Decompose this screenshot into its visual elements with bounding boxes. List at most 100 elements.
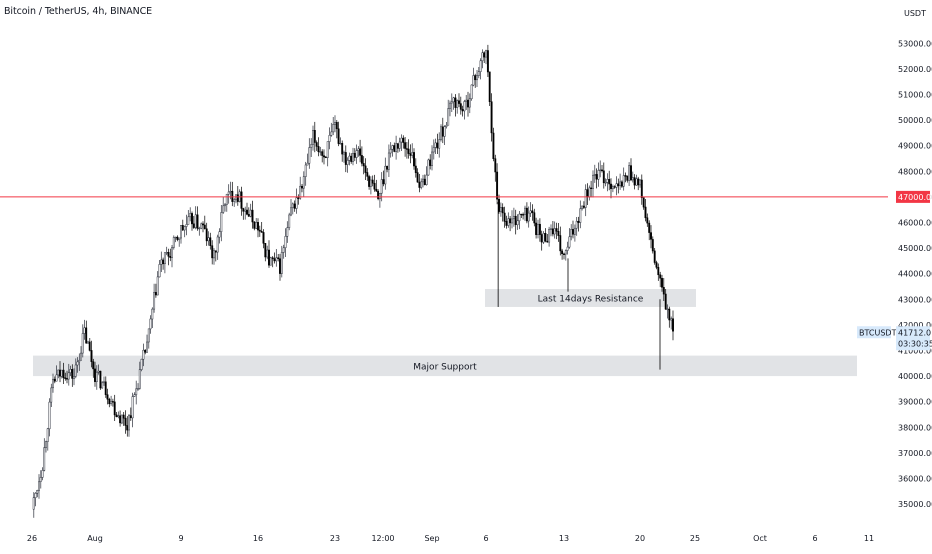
x-tick-label-6: Sep: [424, 534, 439, 543]
candle-body-151: [304, 164, 307, 177]
candle-body-73: [162, 259, 165, 265]
candle-body-175: [348, 155, 351, 161]
candle-body-244: [472, 75, 475, 86]
candle-body-127: [260, 230, 263, 233]
candle-body-329: [628, 165, 631, 181]
candle-body-90: [192, 223, 195, 228]
candle-body-304: [582, 205, 585, 208]
x-tick-label-2: 9: [178, 534, 183, 543]
candle-body-195: [384, 165, 387, 185]
candle-body-338: [644, 206, 647, 219]
candle-body-41: [104, 381, 107, 395]
candle-body-194: [382, 179, 385, 185]
candle-body-326: [622, 175, 625, 187]
candle-body-45: [111, 401, 114, 403]
candle-body-261: [503, 212, 506, 222]
candle-body-199: [391, 145, 394, 150]
x-tick-label-8: 13: [559, 534, 569, 543]
candle-body-67: [151, 308, 154, 320]
last-price-tag-bg: [896, 326, 930, 351]
candle-body-206: [404, 142, 407, 149]
candle-body-123: [253, 221, 256, 229]
candle-body-117: [242, 208, 245, 212]
candle-body-105: [220, 212, 223, 232]
candle-body-140: [284, 236, 287, 248]
candle-body-145: [293, 203, 296, 209]
candle-body-313: [599, 169, 602, 171]
candle-body-174: [346, 160, 349, 165]
candle-body-348: [662, 287, 665, 295]
candle-body-27: [80, 352, 82, 361]
candle-body-167: [334, 122, 336, 125]
candle-body-143: [290, 207, 292, 216]
candle-body-40: [103, 381, 105, 384]
candle-body-232: [450, 101, 453, 104]
candle-body-28: [81, 333, 84, 354]
candle-body-128: [262, 232, 265, 244]
candle-body-288: [553, 228, 556, 235]
candle-body-252: [486, 50, 489, 73]
candle-body-342: [651, 239, 654, 252]
candle-body-98: [207, 237, 210, 242]
x-tick-label-11: Oct: [753, 534, 767, 543]
candle-body-139: [282, 247, 285, 253]
candle-body-35: [94, 368, 96, 382]
zone-rect-1: [485, 289, 696, 307]
candle-body-25: [76, 361, 79, 366]
candle-body-135: [275, 257, 278, 262]
last-price-value: 41712.01: [898, 328, 932, 337]
candle-body-31: [87, 341, 89, 344]
candle-body-309: [592, 174, 594, 189]
candle-body-70: [156, 276, 159, 296]
candle-body-229: [445, 124, 448, 127]
candle-body-231: [449, 102, 451, 109]
candle-body-170: [339, 143, 342, 145]
candle-body-204: [400, 137, 403, 143]
x-tick-label-1: Aug: [87, 534, 103, 543]
candle-body-303: [581, 205, 584, 209]
candle-body-134: [273, 258, 276, 262]
candle-body-183: [362, 163, 365, 167]
candle-body-255: [492, 132, 495, 159]
candle-body-47: [115, 414, 118, 418]
candle-body-265: [511, 218, 513, 224]
candle-body-102: [214, 250, 217, 253]
candle-body-57: [133, 394, 136, 397]
candle-body-154: [310, 144, 313, 148]
candle-body-254: [490, 101, 493, 134]
candle-body-284: [546, 240, 549, 243]
x-axis[interactable]: 26 Aug 9 16 23 12:00 Sep 6 13 20 25 Oct 6 11: [27, 534, 874, 543]
candle-body-39: [101, 382, 104, 389]
chart-title: Bitcoin / TetherUS, 4h, BINANCE: [4, 6, 153, 17]
y-axis[interactable]: 35000.00 36000.00 37000.00 38000.00 39000.00…: [898, 9, 932, 509]
candle-body-44: [110, 401, 113, 404]
y-tick-label-5: 40000.00: [898, 372, 932, 381]
candle-body-100: [211, 245, 214, 259]
candle-body-168: [335, 122, 338, 130]
candle-body-332: [633, 177, 636, 186]
candle-body-126: [258, 229, 261, 232]
candle-body-144: [291, 203, 294, 208]
candle-body-237: [459, 103, 462, 110]
candle-body-8: [46, 428, 49, 442]
candle-body-83: [180, 225, 182, 239]
candle-body-148: [299, 185, 302, 199]
candle-body-21: [69, 369, 72, 373]
candle-body-286: [550, 228, 552, 230]
y-tick-label-4: 39000.00: [898, 398, 932, 407]
candle-body-62: [142, 349, 145, 360]
candle-body-114: [236, 194, 239, 202]
candle-body-307: [588, 187, 591, 198]
candle-body-269: [518, 213, 521, 222]
candle-body-69: [154, 292, 157, 296]
candle-body-2: [36, 490, 39, 494]
candle-body-146: [295, 197, 298, 209]
candle-body-124: [255, 222, 258, 229]
candle-body-220: [429, 159, 432, 166]
candle-body-189: [373, 182, 376, 190]
candle-body-166: [332, 124, 335, 133]
candle-body-103: [216, 236, 219, 253]
candle-body-3: [38, 481, 40, 491]
candle-body-49: [119, 415, 122, 424]
